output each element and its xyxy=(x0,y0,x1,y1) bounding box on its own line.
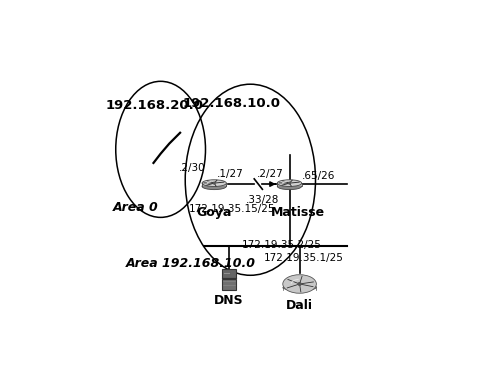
Text: Goya: Goya xyxy=(196,206,232,219)
Ellipse shape xyxy=(202,183,226,190)
Text: 172.19.35.1/25: 172.19.35.1/25 xyxy=(263,253,343,263)
Ellipse shape xyxy=(202,180,226,186)
Text: .2/27: .2/27 xyxy=(257,169,284,179)
Text: Matisse: Matisse xyxy=(271,206,325,219)
Text: DNS: DNS xyxy=(214,294,244,307)
Text: 192.168.10.0: 192.168.10.0 xyxy=(182,97,280,109)
Ellipse shape xyxy=(277,180,302,186)
Ellipse shape xyxy=(277,183,302,190)
Circle shape xyxy=(298,283,301,285)
Text: .33/28: .33/28 xyxy=(246,195,279,205)
Circle shape xyxy=(213,182,215,184)
Text: 172.19.35.15/25: 172.19.35.15/25 xyxy=(189,203,275,214)
Text: .1/27: .1/27 xyxy=(217,169,244,179)
Text: Dali: Dali xyxy=(286,299,313,312)
Text: .2/30: .2/30 xyxy=(179,163,206,173)
Ellipse shape xyxy=(283,285,317,290)
FancyBboxPatch shape xyxy=(222,269,236,278)
Ellipse shape xyxy=(283,275,317,293)
Text: .65/26: .65/26 xyxy=(302,171,335,181)
Text: Area 0: Area 0 xyxy=(113,201,159,214)
Text: Area 192.168.10.0: Area 192.168.10.0 xyxy=(126,257,256,270)
Text: 172.19.35.2/25: 172.19.35.2/25 xyxy=(242,240,322,250)
Circle shape xyxy=(289,182,290,184)
FancyBboxPatch shape xyxy=(222,279,236,290)
FancyBboxPatch shape xyxy=(224,272,231,274)
FancyBboxPatch shape xyxy=(202,183,226,186)
Text: 192.168.20.0: 192.168.20.0 xyxy=(106,99,204,112)
FancyBboxPatch shape xyxy=(277,183,302,186)
